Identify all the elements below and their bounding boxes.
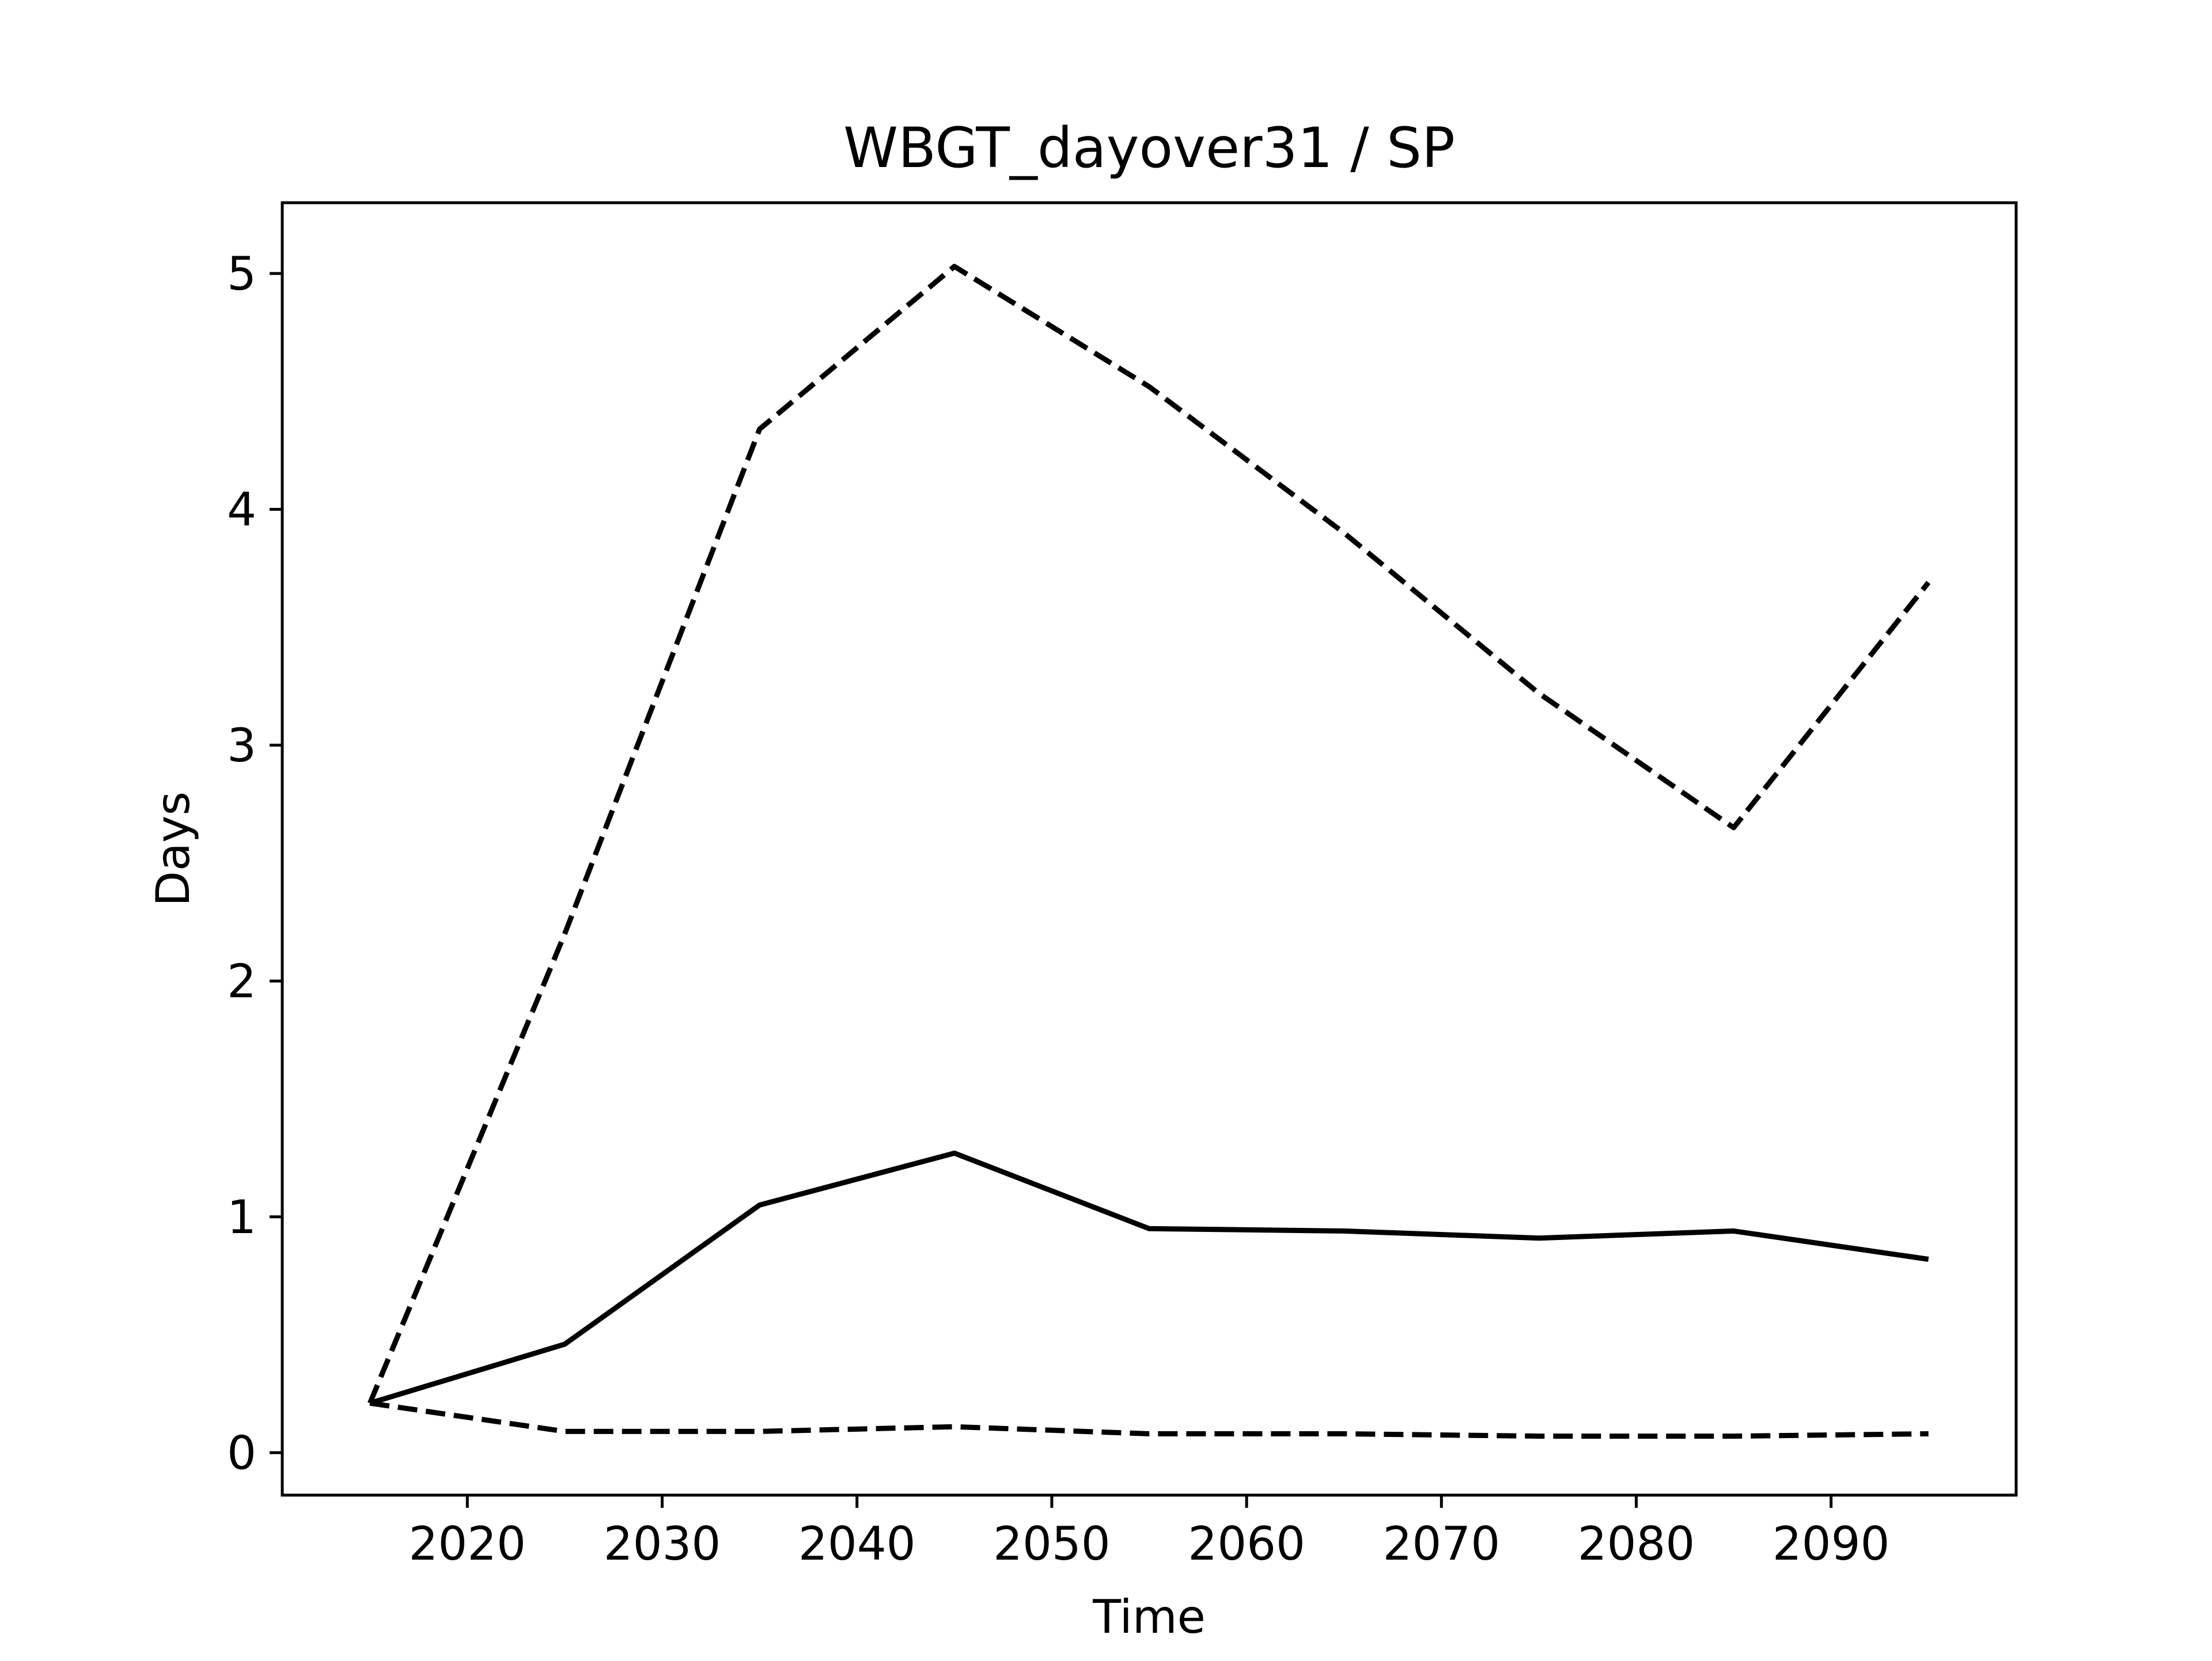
- series-line-lower: [369, 1400, 1929, 1439]
- y-tick-label: 1: [227, 1190, 256, 1244]
- x-tick-label: 2060: [1188, 1517, 1305, 1571]
- series-layer: [368, 264, 1931, 1439]
- y-tick-label: 5: [227, 247, 256, 301]
- y-axis: 0 1 2 3 4 5: [227, 247, 282, 1480]
- x-axis: 2020 2030 2040 2050 2060 2070 2080 2090: [408, 1495, 1890, 1571]
- series-line-mean: [369, 1150, 1929, 1406]
- x-tick-label: 2040: [798, 1517, 916, 1571]
- y-tick-label: 0: [227, 1426, 256, 1480]
- x-tick-label: 2070: [1383, 1517, 1501, 1571]
- x-tick-label: 2030: [604, 1517, 721, 1571]
- plot-area: [281, 201, 2018, 1497]
- x-axis-label: Time: [1092, 1590, 1206, 1644]
- x-tick-label: 2090: [1772, 1517, 1890, 1571]
- y-axis-label: Days: [146, 791, 200, 907]
- y-tick-label: 4: [227, 483, 256, 536]
- plot-frame: [281, 201, 2018, 1497]
- y-tick-label: 2: [227, 954, 256, 1008]
- x-tick-label: 2050: [993, 1517, 1111, 1571]
- x-tick-label: 2080: [1578, 1517, 1695, 1571]
- y-tick-label: 3: [227, 719, 256, 772]
- series-line-upper: [368, 264, 1931, 1405]
- x-tick-label: 2020: [408, 1517, 526, 1571]
- chart-title: WBGT_dayover31 / SP: [843, 116, 1455, 180]
